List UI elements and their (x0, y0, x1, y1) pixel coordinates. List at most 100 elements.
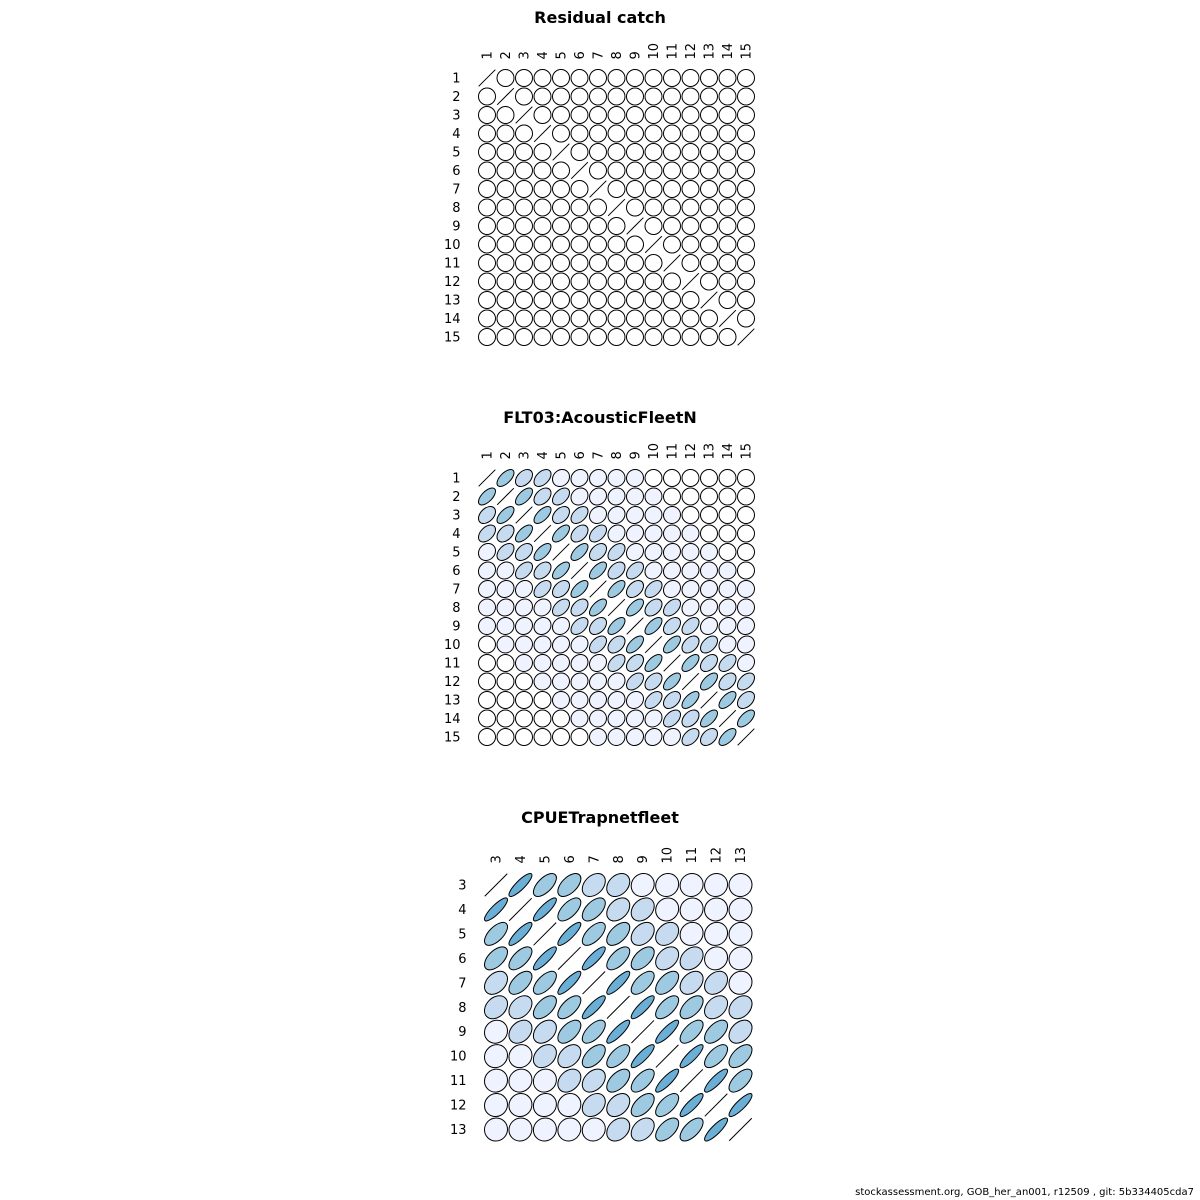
column-tick-label: 1 (481, 51, 496, 59)
correlation-ellipse (607, 87, 626, 106)
correlation-ellipse (581, 1068, 606, 1093)
correlation-ellipse (552, 691, 571, 710)
correlation-ellipse (533, 542, 552, 561)
correlation-ellipse (607, 524, 626, 543)
correlation-ellipse (557, 995, 582, 1020)
correlation-ellipse (718, 598, 737, 617)
correlation-ellipse (700, 87, 718, 106)
correlation-ellipse (570, 180, 589, 198)
correlation-ellipse (589, 654, 608, 673)
correlation-ellipse (606, 946, 631, 971)
diagonal-mark (478, 69, 496, 87)
correlation-ellipse (570, 309, 589, 328)
diagonal-mark (737, 328, 755, 346)
correlation-ellipse (704, 1068, 729, 1093)
correlation-ellipse (533, 254, 552, 272)
correlation-ellipse (737, 142, 755, 161)
correlation-ellipse (557, 1044, 582, 1069)
row-tick-label: 9 (452, 620, 460, 635)
correlation-ellipse (644, 709, 663, 728)
diagonal-mark (718, 309, 737, 328)
correlation-ellipse (496, 254, 515, 272)
correlation-ellipse (515, 291, 533, 309)
correlation-ellipse (515, 691, 533, 709)
correlation-ellipse (557, 921, 582, 946)
correlation-ellipse (496, 217, 515, 236)
correlation-ellipse (700, 709, 719, 728)
correlation-ellipse (606, 1068, 631, 1093)
diagonal-mark (557, 946, 581, 970)
correlation-ellipse (663, 487, 681, 506)
correlation-ellipse (533, 272, 552, 291)
correlation-ellipse (552, 235, 570, 254)
correlation-ellipse (589, 672, 608, 691)
column-tick-label: 14 (721, 443, 736, 460)
correlation-ellipse (570, 106, 589, 124)
correlation-ellipse (515, 254, 533, 272)
correlation-ellipse (626, 654, 645, 673)
correlation-ellipse (737, 161, 755, 180)
diagonal-mark (607, 598, 626, 617)
correlation-ellipse (728, 1093, 753, 1118)
correlation-ellipse (655, 873, 680, 898)
correlation-ellipse (737, 598, 756, 617)
correlation-ellipse (478, 309, 496, 328)
column-tick-label: 8 (610, 451, 625, 459)
correlation-ellipse (589, 143, 607, 161)
correlation-ellipse (570, 654, 589, 673)
correlation-ellipse (663, 87, 681, 106)
correlation-ellipse (557, 970, 582, 995)
correlation-ellipse (626, 727, 645, 746)
correlation-ellipse (626, 328, 644, 346)
correlation-ellipse (737, 309, 755, 328)
correlation-ellipse (515, 580, 534, 599)
correlation-ellipse (484, 946, 509, 971)
correlation-ellipse (644, 728, 663, 747)
correlation-ellipse (552, 580, 571, 599)
correlation-ellipse (496, 654, 515, 672)
correlation-ellipse (626, 161, 644, 180)
correlation-ellipse (644, 272, 663, 291)
diagonal-mark (737, 728, 755, 746)
correlation-ellipse (626, 309, 644, 328)
correlation-ellipse (737, 198, 755, 217)
correlation-ellipse (589, 617, 608, 636)
column-tick-label: 4 (536, 451, 551, 459)
correlation-ellipse (533, 654, 552, 673)
correlation-ellipse (478, 543, 497, 562)
correlation-ellipse (663, 580, 682, 599)
correlation-ellipse (515, 161, 533, 180)
correlation-ellipse (552, 524, 571, 543)
diagonal-mark (552, 543, 570, 561)
correlation-ellipse (655, 1019, 680, 1044)
correlation-ellipse (478, 654, 496, 672)
correlation-ellipse (484, 1044, 509, 1069)
correlation-ellipse (700, 143, 718, 161)
correlation-ellipse (630, 1093, 655, 1118)
row-tick-label: 2 (452, 490, 460, 505)
correlation-ellipse (681, 309, 700, 328)
correlation-ellipse (681, 180, 700, 199)
correlation-ellipse (515, 180, 533, 198)
correlation-ellipse (533, 291, 552, 309)
correlation-ellipse (533, 487, 552, 506)
correlation-ellipse (484, 921, 509, 946)
correlation-ellipse (607, 217, 626, 235)
correlation-ellipse (581, 873, 606, 898)
correlation-ellipse (700, 180, 718, 198)
correlation-ellipse (478, 87, 496, 106)
correlation-ellipse (700, 524, 718, 543)
correlation-ellipse (570, 291, 589, 309)
correlation-ellipse (508, 1044, 533, 1069)
correlation-ellipse (718, 124, 737, 143)
correlation-ellipse (663, 106, 681, 124)
correlation-ellipse (515, 69, 533, 87)
correlation-ellipse (626, 106, 644, 124)
correlation-ellipse (607, 635, 626, 654)
correlation-ellipse (607, 653, 626, 672)
correlation-ellipse (570, 235, 589, 254)
correlation-ellipse (644, 179, 663, 198)
correlation-ellipse (737, 506, 755, 524)
correlation-ellipse (589, 217, 607, 235)
correlation-ellipse (704, 1117, 729, 1142)
